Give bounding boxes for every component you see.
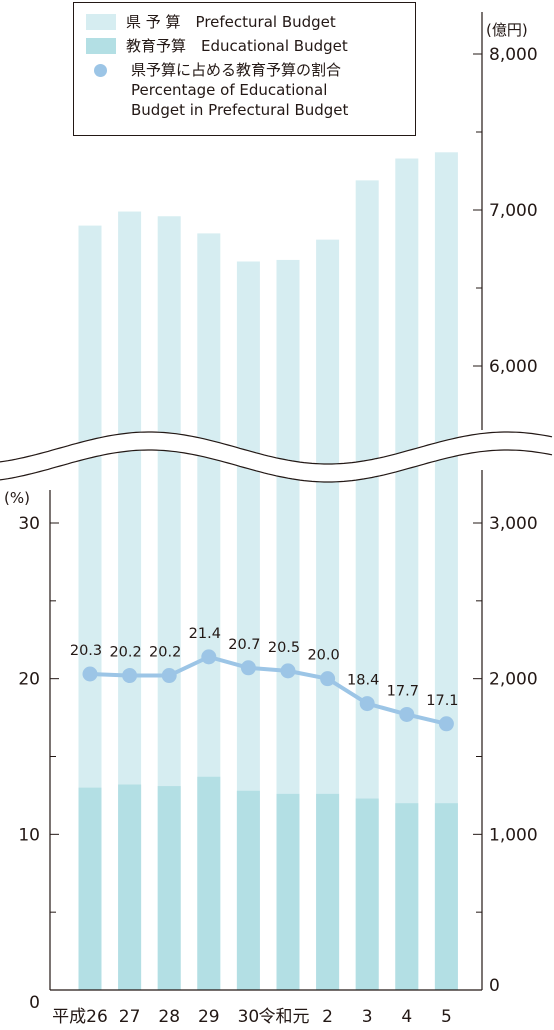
legend-swatch-prefectural: [86, 14, 116, 30]
break-line-lower: [0, 449, 553, 483]
legend-label-educational: 教育予算 Educational Budget: [126, 37, 348, 55]
legend-item-educational-budget: 教育予算 Educational Budget: [86, 36, 348, 56]
legend-swatch-educational: [86, 38, 116, 54]
percentage-point: [280, 663, 296, 679]
percentage-data-label: 21.4: [189, 626, 221, 642]
percentage-line: [82, 649, 454, 732]
percentage-point: [82, 666, 98, 682]
percentage-point: [399, 706, 415, 722]
legend: 県 予 算 Prefectural Budget 教育予算 Educationa…: [73, 2, 416, 136]
break-line-upper: [0, 431, 553, 465]
percentage-data-label: 20.7: [228, 637, 260, 653]
educational-budget-bar: [157, 786, 181, 990]
percentage-point: [240, 660, 256, 676]
prefectural-budget-bar: [434, 152, 458, 990]
x-axis-category-label: 5: [441, 1007, 452, 1027]
educational-budget-bar: [316, 793, 340, 990]
x-axis-category-label: 30: [238, 1007, 260, 1027]
x-axis-category-label: 27: [119, 1007, 141, 1027]
right-axis-unit-label: (億円): [486, 21, 528, 39]
right-axis-tick-label: 7,000: [489, 201, 538, 221]
left-axis-tick-label: 30: [18, 514, 40, 534]
percentage-data-label: 17.7: [387, 683, 419, 699]
percentage-data-label: 20.5: [268, 640, 300, 656]
percentage-data-label: 20.2: [109, 645, 141, 661]
break-band: [0, 432, 552, 482]
x-axis-category-label: 令和元: [259, 1007, 310, 1027]
left-axis-tick-label: 0: [29, 993, 40, 1013]
legend-dot-percentage: [94, 64, 107, 77]
right-axis-tick-label: 2,000: [489, 670, 538, 690]
x-axis-category-label: 平成26: [52, 1007, 108, 1027]
right-axis-tick-label: 8,000: [489, 45, 538, 65]
x-axis-category-label: 2: [322, 1007, 333, 1027]
educational-budget-bars: [78, 776, 458, 990]
prefectural-budget-bar: [355, 180, 379, 991]
percentage-data-label: 20.3: [70, 643, 102, 659]
percentage-line-path: [89, 654, 447, 726]
percentage-point: [359, 696, 375, 712]
right-axis-tick-label: 3,000: [489, 514, 538, 534]
x-axis-category-label: 4: [401, 1007, 412, 1027]
right-axis-tick-label: 1,000: [489, 825, 538, 845]
educational-budget-bar: [276, 793, 300, 990]
percentage-point: [201, 649, 217, 665]
percentage-data-label: 20.0: [307, 648, 339, 664]
educational-budget-bar: [434, 803, 458, 990]
percentage-data-label: 20.2: [149, 645, 181, 661]
legend-label-prefectural: 県 予 算 Prefectural Budget: [126, 13, 336, 31]
percentage-data-label: 17.1: [426, 693, 458, 709]
axes: 0 10 20 30 (%) 0 1,000 2,000 3,000 6,000 7,000 8,00…: [4, 12, 538, 1013]
legend-item-percentage: 県予算に占める教育予算の割合 Percentage of Educational…: [86, 60, 348, 120]
percentage-data-label: 18.4: [347, 673, 379, 689]
percentage-point: [320, 671, 336, 687]
left-axis-tick-label: 10: [18, 825, 40, 845]
left-axis-tick-label: 20: [18, 670, 40, 690]
prefectural-budget-bar: [395, 158, 419, 990]
axis-break: [0, 431, 553, 483]
educational-budget-bar: [197, 776, 221, 990]
legend-item-prefectural-budget: 県 予 算 Prefectural Budget: [86, 12, 336, 32]
educational-budget-bar: [236, 790, 260, 990]
labels: 20.3 20.2 20.2 21.4 20.7 20.5 20.0 18.4 17.7 17.1…: [52, 626, 458, 1027]
right-axis-tick-label: 6,000: [489, 357, 538, 377]
left-axis-unit-label: (%): [4, 489, 30, 507]
educational-budget-bar: [78, 787, 102, 990]
percentage-point: [122, 668, 138, 684]
x-axis-category-label: 28: [158, 1007, 180, 1027]
x-axis-category-label: 29: [198, 1007, 220, 1027]
percentage-point: [438, 716, 454, 732]
educational-budget-bar: [355, 798, 379, 990]
percentage-point: [161, 668, 177, 684]
x-axis-category-label: 3: [362, 1007, 373, 1027]
educational-budget-bar: [395, 803, 419, 990]
legend-label-percentage: 県予算に占める教育予算の割合 Percentage of Educational…: [131, 61, 349, 119]
educational-budget-bar: [118, 784, 142, 990]
right-axis-tick-label: 0: [489, 976, 500, 996]
